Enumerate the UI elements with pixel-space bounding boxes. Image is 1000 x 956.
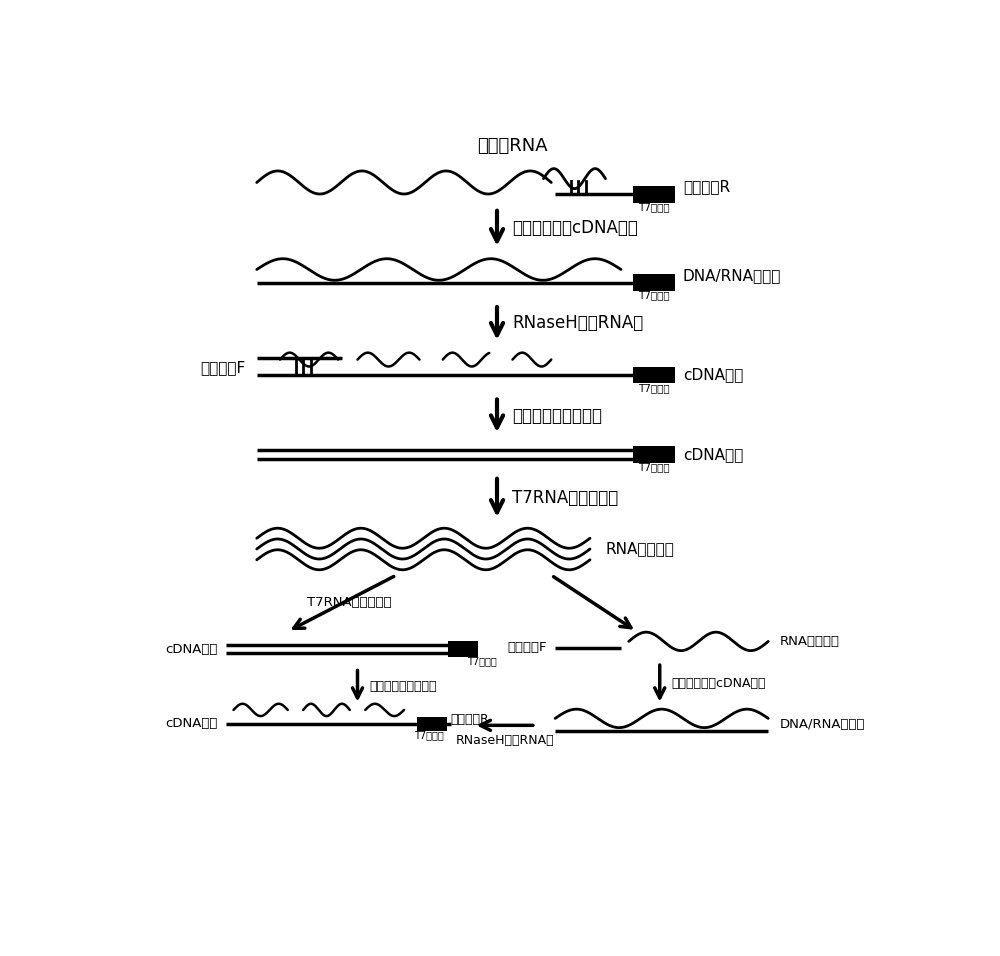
Text: 逆转录酶合成第二链: 逆转录酶合成第二链 — [512, 407, 602, 424]
Text: 病原体RNA: 病原体RNA — [477, 138, 548, 155]
Text: RNaseH消化RNA链: RNaseH消化RNA链 — [512, 315, 644, 333]
Text: 核酸引物R: 核酸引物R — [683, 179, 730, 194]
Text: T7启动子: T7启动子 — [467, 657, 496, 666]
Text: cDNA单链: cDNA单链 — [166, 717, 218, 730]
Text: 核酸引物F: 核酸引物F — [200, 359, 245, 375]
Text: 逆转录酶合成cDNA单链: 逆转录酶合成cDNA单链 — [671, 677, 766, 690]
Text: RNA扩增产物: RNA扩增产物 — [606, 541, 674, 556]
Text: T7RNA聚合酶转录: T7RNA聚合酶转录 — [512, 489, 619, 507]
Text: cDNA单链: cDNA单链 — [683, 367, 743, 382]
Text: RNaseH消化RNA链: RNaseH消化RNA链 — [455, 734, 554, 748]
Bar — [633, 366, 675, 383]
Text: 逆转录酶合成cDNA单链: 逆转录酶合成cDNA单链 — [512, 219, 638, 237]
Text: T7启动子: T7启动子 — [638, 291, 669, 301]
Bar — [633, 185, 675, 203]
Bar — [417, 717, 447, 730]
Text: cDNA双链: cDNA双链 — [166, 642, 218, 656]
Bar — [633, 274, 675, 291]
Text: RNA扩增产物: RNA扩增产物 — [780, 635, 840, 648]
Bar — [448, 641, 478, 657]
Text: 核酸引物F: 核酸引物F — [508, 641, 547, 654]
Bar — [633, 445, 675, 463]
Text: T7启动子: T7启动子 — [414, 730, 444, 740]
Text: cDNA双链: cDNA双链 — [683, 446, 743, 462]
Text: 核酸引物R: 核酸引物R — [450, 713, 489, 727]
Text: DNA/RNA杂合体: DNA/RNA杂合体 — [683, 269, 781, 284]
Text: T7启动子: T7启动子 — [638, 202, 669, 212]
Text: DNA/RNA杂合体: DNA/RNA杂合体 — [780, 719, 865, 731]
Text: T7RNA聚合酶转录: T7RNA聚合酶转录 — [307, 597, 392, 609]
Text: T7启动子: T7启动子 — [638, 463, 669, 472]
Text: 逆转录酶合成第二链: 逆转录酶合成第二链 — [369, 680, 437, 692]
Text: T7启动子: T7启动子 — [638, 383, 669, 393]
